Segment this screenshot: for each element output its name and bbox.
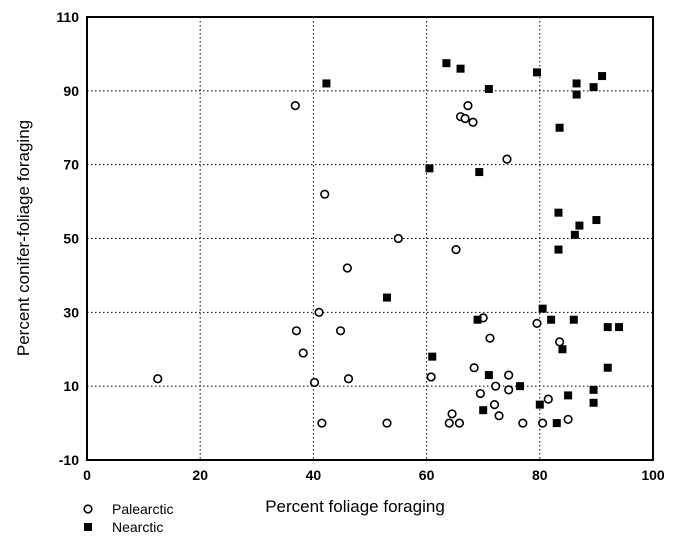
point-nearctic [570, 230, 579, 239]
y-tick-label: 70 [63, 157, 79, 173]
point-nearctic [575, 221, 584, 230]
point-nearctic [558, 345, 567, 354]
point-palearctic [502, 154, 512, 164]
x-tick-label: 40 [306, 467, 322, 483]
point-nearctic [564, 391, 573, 400]
point-nearctic [456, 64, 465, 73]
point-nearctic [382, 293, 391, 302]
point-palearctic [543, 394, 553, 404]
point-palearctic [309, 377, 320, 388]
point-palearctic [504, 385, 514, 395]
x-tick-label: 80 [532, 467, 548, 483]
point-palearctic [153, 374, 163, 384]
point-palearctic [563, 414, 573, 424]
point-palearctic [298, 348, 308, 358]
point-nearctic [569, 315, 578, 324]
y-tick-label: 50 [63, 231, 79, 247]
point-nearctic [535, 400, 544, 409]
point-nearctic [515, 382, 524, 391]
y-tick-labels: -10 10 30 50 70 90 110 [56, 9, 79, 468]
point-palearctic [317, 418, 327, 428]
point-palearctic [491, 381, 501, 391]
point-palearctic [393, 233, 403, 244]
legend-label-palearctic: Palearctic [112, 501, 173, 517]
point-palearctic [475, 388, 485, 399]
legend-marker-palearctic [83, 504, 93, 514]
y-tick-label: 90 [63, 83, 79, 99]
point-palearctic [518, 418, 528, 428]
x-tick-label: 20 [192, 467, 208, 483]
point-nearctic [484, 371, 493, 380]
point-nearctic [555, 123, 564, 132]
point-nearctic [554, 208, 563, 217]
x-tick-labels: 0 20 40 60 80 100 [83, 467, 665, 483]
point-palearctic [463, 100, 473, 111]
point-palearctic [504, 370, 514, 380]
point-palearctic [343, 374, 354, 384]
point-nearctic [572, 90, 581, 99]
x-axis-label: Percent foliage foraging [265, 497, 445, 516]
point-nearctic [322, 79, 331, 88]
x-tick-label: 0 [83, 467, 91, 483]
data-points [153, 59, 624, 428]
legend: Palearctic Nearctic [83, 501, 173, 535]
point-palearctic [342, 263, 352, 273]
point-palearctic [538, 418, 548, 428]
point-nearctic [538, 304, 547, 313]
point-nearctic [479, 406, 488, 415]
point-palearctic [444, 418, 454, 428]
point-nearctic [473, 315, 482, 324]
point-palearctic [532, 318, 542, 329]
point-nearctic [598, 72, 607, 81]
x-tick-label: 100 [641, 467, 665, 483]
point-palearctic [447, 409, 457, 419]
point-palearctic [469, 363, 479, 373]
legend-marker-nearctic [84, 523, 92, 531]
point-nearctic [615, 323, 624, 332]
point-palearctic [494, 411, 504, 421]
point-palearctic [291, 326, 302, 336]
point-palearctic [314, 307, 324, 317]
y-tick-label: 110 [56, 9, 79, 25]
point-palearctic [489, 400, 500, 410]
point-nearctic [589, 385, 598, 394]
point-palearctic [426, 372, 436, 382]
point-palearctic [555, 337, 565, 347]
y-tick-label: 10 [63, 378, 79, 394]
point-palearctic [454, 418, 465, 428]
point-nearctic [484, 84, 493, 93]
y-axis-label: Percent conifer-foliage foraging [14, 120, 33, 356]
point-palearctic [460, 113, 470, 124]
point-palearctic [320, 189, 330, 199]
y-tick-label: -10 [59, 452, 79, 468]
point-palearctic [335, 326, 346, 336]
x-tick-label: 60 [419, 467, 435, 483]
point-nearctic [442, 59, 451, 68]
point-nearctic [475, 168, 484, 177]
point-nearctic [572, 79, 581, 88]
point-nearctic [589, 398, 598, 407]
point-palearctic [290, 100, 300, 111]
point-nearctic [554, 245, 563, 254]
point-nearctic [592, 216, 601, 225]
point-nearctic [532, 68, 541, 77]
point-nearctic [552, 419, 561, 428]
legend-label-nearctic: Nearctic [112, 519, 163, 535]
point-nearctic [428, 352, 437, 361]
point-nearctic [547, 315, 556, 324]
point-nearctic [603, 363, 612, 372]
plot-frame [86, 16, 654, 461]
point-nearctic [589, 83, 598, 92]
point-palearctic [468, 117, 478, 127]
point-nearctic [603, 323, 612, 332]
point-palearctic [451, 244, 461, 255]
point-palearctic [485, 333, 495, 343]
point-nearctic [425, 164, 434, 173]
y-tick-label: 30 [63, 304, 79, 320]
point-palearctic [382, 418, 392, 428]
